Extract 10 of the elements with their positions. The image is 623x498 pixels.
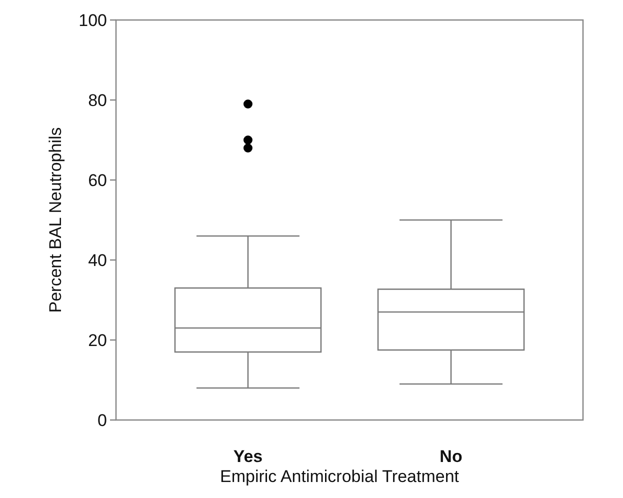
y-tick-label: 60 [88,170,107,190]
y-tick-label: 80 [88,90,107,110]
y-tick-label: 20 [88,330,107,350]
y-tick-label: 40 [88,250,107,270]
x-axis-title: Empiric Antimicrobial Treatment [220,467,460,486]
y-axis-title: Percent BAL Neutrophils [46,127,65,313]
y-tick-label: 100 [78,10,107,30]
y-tick-label: 0 [98,410,107,430]
x-tick-label: No [440,447,462,466]
x-tick-label: Yes [233,447,263,466]
